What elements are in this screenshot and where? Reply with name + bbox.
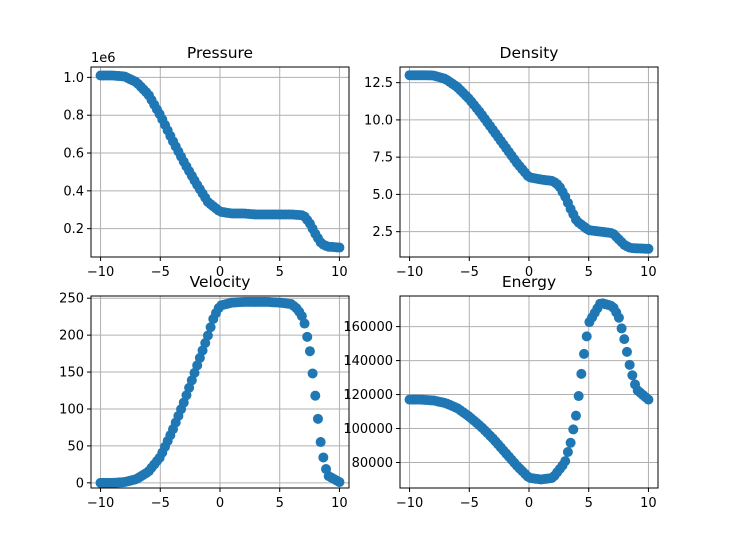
- data-point: [205, 322, 216, 333]
- y-tick-label: 12.5: [364, 76, 393, 91]
- data-point: [579, 348, 590, 359]
- subplot-title: Pressure: [187, 44, 253, 62]
- data-point: [570, 410, 581, 421]
- y-tick-label: 0.4: [63, 184, 84, 199]
- subplot-energy: −10 −5 0 5 10 80000 100000 120000 140000 160000 En…: [343, 273, 659, 511]
- data-point: [573, 391, 584, 402]
- x-tick-label: −10: [87, 265, 114, 280]
- x-tick-label: 0: [525, 265, 533, 280]
- data-point: [312, 413, 323, 424]
- data-point: [307, 368, 318, 379]
- x-tick-label: 0: [216, 496, 224, 511]
- data-point: [560, 456, 571, 467]
- x-tick-label: 10: [640, 496, 657, 511]
- data-point: [202, 330, 213, 341]
- y-tick-label: 160000: [343, 320, 393, 335]
- y-tick-label: 120000: [343, 388, 393, 403]
- y-tick-label: 50: [67, 439, 84, 454]
- y-tick-label: 0: [76, 476, 84, 491]
- y-tick-label: 0.8: [63, 109, 84, 124]
- y-tick-label: 10.0: [364, 113, 393, 128]
- y-tick-label: 140000: [343, 354, 393, 369]
- data-point: [613, 312, 624, 323]
- x-tick-label: −5: [151, 265, 170, 280]
- data-point: [581, 331, 592, 342]
- data-point: [621, 346, 632, 357]
- x-tick-label: −5: [460, 496, 479, 511]
- data-point: [315, 437, 326, 448]
- data-point: [310, 390, 321, 401]
- subplot-title: Density: [500, 44, 559, 62]
- data-point: [576, 368, 587, 379]
- x-tick-label: 10: [331, 496, 348, 511]
- data-point: [562, 446, 573, 457]
- x-tick-label: 0: [525, 496, 533, 511]
- data-point: [334, 477, 345, 488]
- x-tick-label: 10: [640, 265, 657, 280]
- data-point: [619, 334, 630, 345]
- x-tick-label: 5: [585, 496, 593, 511]
- y-tick-label: 250: [59, 292, 84, 307]
- axis-offset-label: 1e6: [91, 51, 116, 66]
- x-tick-label: −10: [87, 496, 114, 511]
- y-tick-label: 1.0: [63, 71, 84, 86]
- data-point: [565, 437, 576, 448]
- data-point: [318, 452, 329, 463]
- data-point: [299, 318, 310, 329]
- x-tick-label: −10: [396, 496, 423, 511]
- y-tick-label: 0.6: [63, 147, 84, 162]
- data-point: [643, 394, 654, 405]
- data-point: [302, 331, 313, 342]
- y-tick-label: 2.5: [372, 225, 393, 240]
- y-tick-label: 100: [59, 402, 84, 417]
- data-point: [627, 370, 638, 381]
- y-tick-label: 150: [59, 366, 84, 381]
- x-tick-label: 5: [276, 265, 284, 280]
- data-point: [643, 243, 654, 254]
- x-tick-label: −5: [460, 265, 479, 280]
- x-tick-label: 10: [331, 265, 348, 280]
- y-tick-label: 0.2: [63, 222, 84, 237]
- x-tick-label: 0: [216, 265, 224, 280]
- subplot-title: Energy: [502, 273, 556, 291]
- data-point: [334, 242, 345, 253]
- data-point: [568, 424, 579, 435]
- subplot-pressure: −10 −5 0 5 10 0.2 0.4 0.6 0.8 1.0 1e6 Pressure: [63, 44, 350, 280]
- y-tick-label: 5.0: [372, 188, 393, 203]
- x-tick-label: −5: [151, 496, 170, 511]
- x-tick-label: 5: [585, 265, 593, 280]
- y-tick-label: 100000: [343, 422, 393, 437]
- y-tick-label: 7.5: [372, 151, 393, 166]
- subplot-title: Velocity: [190, 273, 251, 291]
- x-tick-label: 5: [276, 496, 284, 511]
- subplot-density: −10 −5 0 5 10 2.5 5.0 7.5 10.0 12.5 Density: [364, 44, 659, 280]
- data-point: [616, 323, 627, 334]
- y-tick-label: 80000: [352, 456, 393, 471]
- x-tick-label: −10: [396, 265, 423, 280]
- data-point: [304, 346, 315, 357]
- data-point: [624, 359, 635, 370]
- y-tick-label: 200: [59, 329, 84, 344]
